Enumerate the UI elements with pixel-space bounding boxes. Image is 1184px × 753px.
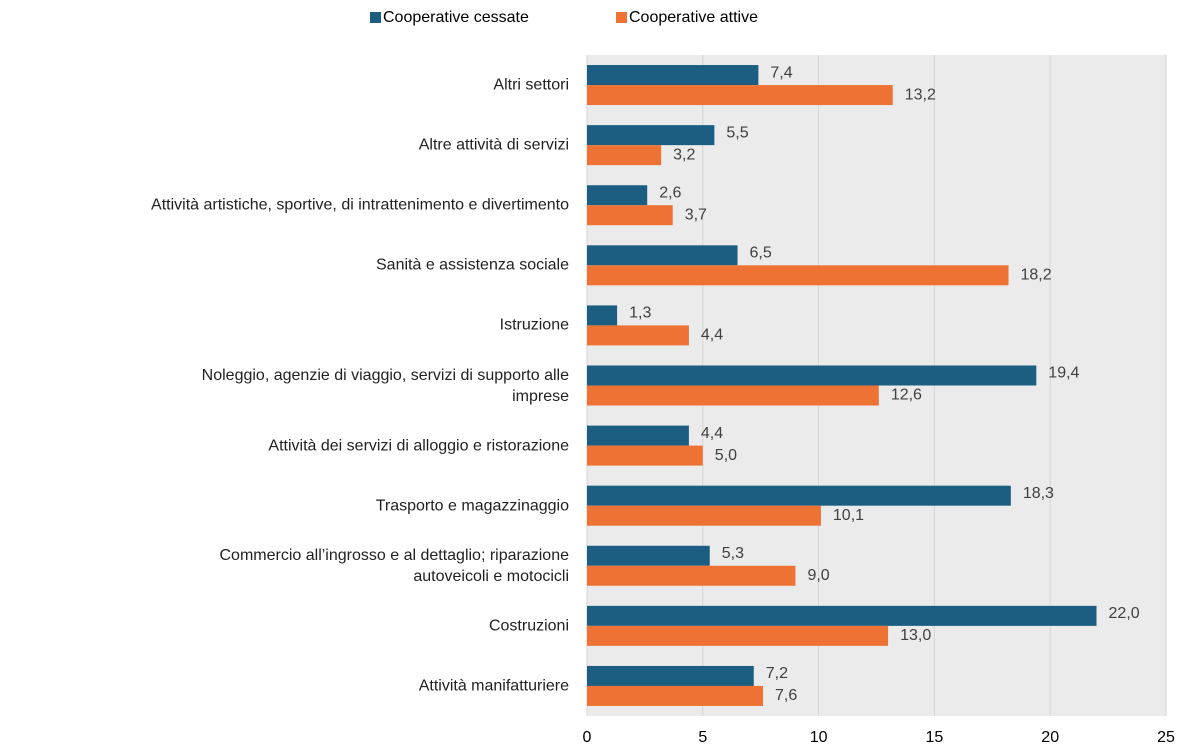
data-label: 5,0	[715, 447, 737, 464]
data-label: 18,3	[1023, 485, 1054, 502]
y-tick-label: Attività manifatturiere	[418, 677, 569, 695]
y-tick-label: Altre attività di servizi	[418, 136, 569, 154]
bar	[587, 325, 689, 346]
data-label: 13,0	[900, 627, 931, 644]
data-label: 3,2	[673, 146, 695, 163]
legend-label: Cooperative cessate	[383, 9, 529, 26]
bar	[587, 65, 759, 86]
x-tick-label: 5	[698, 729, 707, 746]
bar	[587, 605, 1097, 626]
bar	[587, 205, 673, 226]
legend-label: Cooperative attive	[629, 9, 758, 26]
y-tick-label: Sanità e assistenza sociale	[376, 256, 569, 274]
y-tick-label: Attività dei servizi di alloggio e risto…	[268, 437, 569, 455]
data-label: 4,4	[701, 425, 723, 442]
bar	[587, 245, 738, 266]
data-label: 7,4	[770, 64, 792, 81]
y-tick-label: Commercio all’ingrosso e al dettaglio; r…	[219, 546, 570, 585]
data-label: 5,5	[726, 124, 748, 141]
data-label: 9,0	[807, 567, 829, 584]
data-label: 7,2	[766, 665, 788, 682]
data-label: 5,3	[722, 545, 744, 562]
bar	[587, 145, 662, 166]
data-label: 3,7	[685, 206, 707, 223]
legend-swatch	[616, 12, 627, 23]
x-tick-label: 25	[1157, 729, 1175, 746]
data-label: 19,4	[1048, 365, 1079, 382]
x-tick-label: 0	[583, 729, 592, 746]
data-label: 1,3	[629, 305, 651, 322]
bar	[587, 545, 710, 566]
data-label: 18,2	[1021, 267, 1052, 284]
bar	[587, 665, 754, 686]
bar	[587, 685, 764, 706]
bar	[587, 505, 821, 526]
data-label: 10,1	[833, 507, 864, 524]
bar	[587, 265, 1009, 286]
y-tick-label: Attività artistiche, sportive, di intrat…	[151, 196, 569, 214]
bar	[587, 85, 893, 106]
x-tick-label: 10	[810, 729, 828, 746]
bar	[587, 425, 689, 446]
y-tick-label: Altri settori	[493, 76, 569, 94]
data-label: 7,6	[775, 687, 797, 704]
x-tick-label: 20	[1041, 729, 1059, 746]
bar	[587, 365, 1037, 386]
bar	[587, 445, 703, 466]
bar	[587, 125, 715, 146]
y-tick-label: Noleggio, agenzie di viaggio, servizi di…	[201, 366, 569, 405]
legend-swatch	[370, 12, 381, 23]
y-tick-label: Costruzioni	[488, 617, 569, 635]
data-label: 2,6	[659, 184, 681, 201]
x-tick-label: 15	[926, 729, 944, 746]
data-label: 4,4	[701, 327, 723, 344]
bar	[587, 485, 1011, 506]
bar	[587, 305, 618, 326]
bar	[587, 625, 889, 646]
bar	[587, 185, 648, 206]
bar	[587, 385, 879, 406]
y-tick-label: Trasporto e magazzinaggio	[375, 497, 569, 515]
data-label: 12,6	[891, 387, 922, 404]
bar	[587, 565, 796, 586]
data-label: 6,5	[750, 245, 772, 262]
data-label: 22,0	[1109, 605, 1140, 622]
data-label: 13,2	[905, 86, 936, 103]
y-tick-label: Istruzione	[499, 316, 569, 334]
